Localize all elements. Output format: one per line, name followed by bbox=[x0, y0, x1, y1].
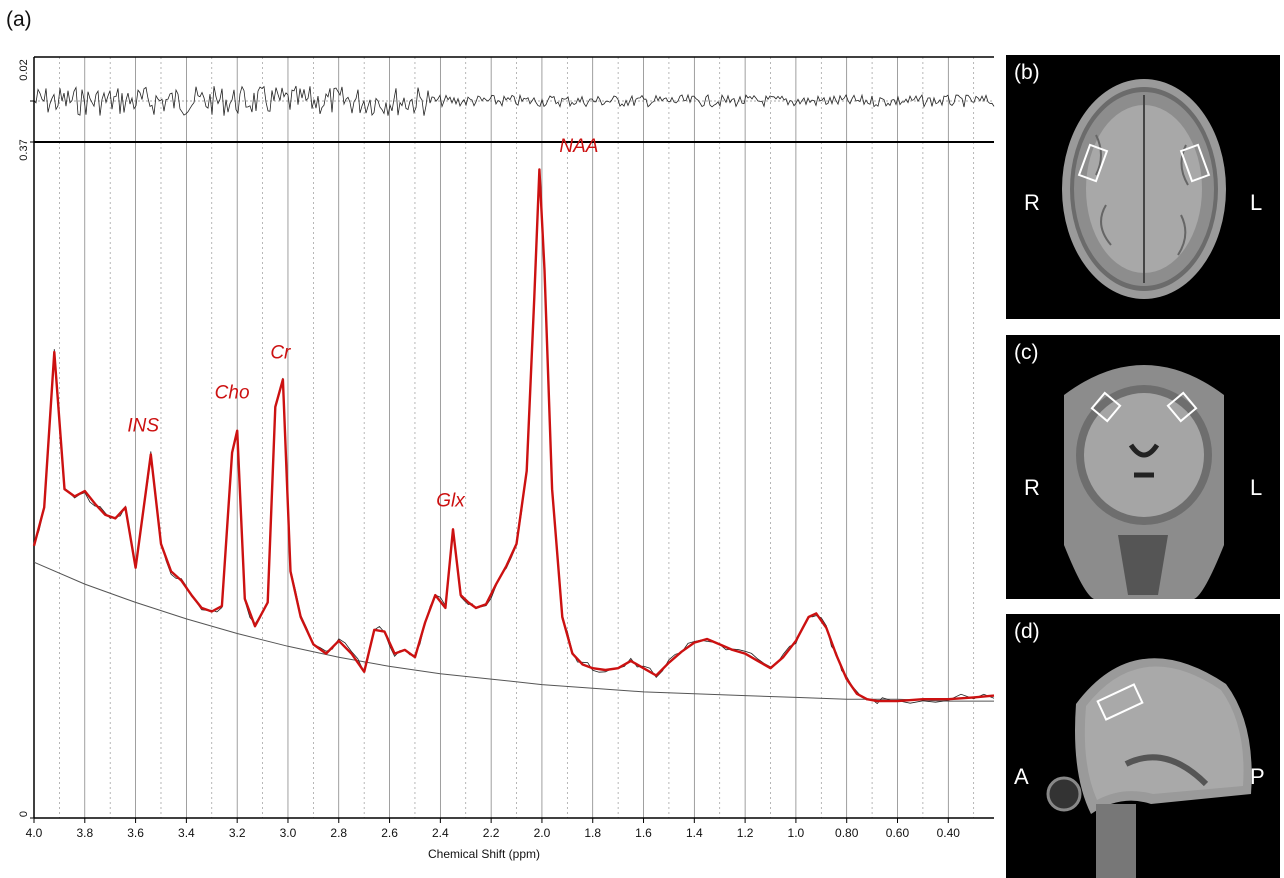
raw-spectrum bbox=[33, 172, 995, 705]
baseline-curve bbox=[33, 561, 994, 702]
x-tick-label: 2.6 bbox=[381, 826, 398, 840]
x-tick-label: 0.40 bbox=[937, 826, 961, 840]
panel-b-right-orientation: L bbox=[1250, 190, 1263, 215]
peak-label: Glx bbox=[436, 490, 466, 511]
x-tick-label: 1.0 bbox=[788, 826, 805, 840]
panel-c-right-orientation: L bbox=[1250, 475, 1263, 500]
fit-curve bbox=[32, 168, 995, 703]
y-tick-label: 0 bbox=[18, 811, 30, 817]
y-tick-label: 0.02 bbox=[18, 59, 30, 80]
mri-panel-axial: (b) R L bbox=[1006, 55, 1280, 319]
peak-label: NAA bbox=[559, 136, 598, 157]
mri-panel-coronal: (c) R L bbox=[1006, 335, 1280, 599]
panel-d-right-orientation: P bbox=[1250, 764, 1265, 789]
y-tick-label: 0.37 bbox=[18, 139, 30, 160]
baseline-line bbox=[33, 561, 994, 702]
figure-label: (a) bbox=[6, 8, 32, 31]
x-tick-label: 2.8 bbox=[330, 826, 347, 840]
panel-d-left-orientation: A bbox=[1014, 764, 1029, 789]
peak-label: Cho bbox=[215, 383, 250, 404]
x-tick-label: 3.8 bbox=[76, 826, 93, 840]
x-tick-label: 0.60 bbox=[886, 826, 910, 840]
x-tick-label: 1.6 bbox=[635, 826, 652, 840]
x-tick-label: 3.2 bbox=[229, 826, 246, 840]
panel-b-label: (b) bbox=[1014, 61, 1040, 84]
x-tick-label: 0.80 bbox=[835, 826, 859, 840]
panel-c-left-orientation: R bbox=[1024, 475, 1040, 500]
x-tick-label: 2.2 bbox=[483, 826, 500, 840]
x-tick-label: 1.8 bbox=[584, 826, 601, 840]
grid-lines bbox=[33, 57, 975, 818]
x-tick-label: 1.2 bbox=[737, 826, 754, 840]
x-tick-label: 1.4 bbox=[686, 826, 703, 840]
plot-frame bbox=[33, 56, 994, 819]
x-tick-label: 3.0 bbox=[280, 826, 297, 840]
raw-spectrum-line bbox=[33, 172, 995, 705]
x-tick-label: 3.4 bbox=[178, 826, 195, 840]
peak-annotations: NAA Cr Cho INS Glx bbox=[127, 136, 598, 511]
panel-d-label: (d) bbox=[1014, 620, 1040, 643]
peak-label: INS bbox=[127, 415, 159, 436]
mri-panel-sagittal: (d) A P bbox=[1006, 614, 1280, 878]
panel-b-left-orientation: R bbox=[1024, 190, 1040, 215]
x-tick-label: 3.6 bbox=[127, 826, 144, 840]
x-tick-label: 4.0 bbox=[26, 826, 43, 840]
panel-c-label: (c) bbox=[1014, 341, 1039, 364]
residual-panel bbox=[33, 85, 995, 116]
x-axis-title: Chemical Shift (ppm) bbox=[428, 847, 540, 861]
residual-trace bbox=[33, 85, 995, 116]
y-axis: 0.02 0.37 0 bbox=[18, 59, 34, 819]
peak-label: Cr bbox=[270, 342, 291, 363]
x-axis: 4.0 3.8 3.6 3.4 3.2 3.0 2.8 2.6 2.4 2.2 2.0 1.8 1.6 1… bbox=[26, 818, 961, 861]
spectrum-chart: NAA Cr Cho INS Glx 4.0 3.8 3.6 3.4 3.2 3.0 2.8 2.6 2… bbox=[18, 56, 995, 861]
x-tick-label: 2.4 bbox=[432, 826, 449, 840]
x-tick-label: 2.0 bbox=[534, 826, 551, 840]
fit-line bbox=[32, 168, 995, 703]
